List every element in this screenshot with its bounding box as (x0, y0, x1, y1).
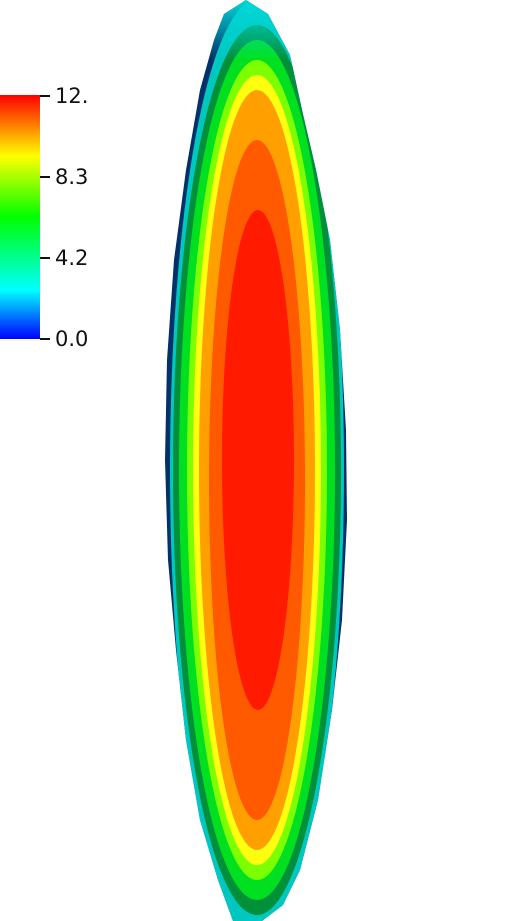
top-cap (200, 0, 310, 60)
colorbar-tick-mark (40, 95, 50, 97)
colorbar-gradient (0, 95, 40, 339)
colorbar-tick-mark (40, 338, 50, 340)
colorbar-tick-mark (40, 176, 50, 178)
colorbar-tick-label: 0.0 (55, 329, 88, 350)
band-red (222, 210, 294, 710)
colorbar-tick-mark (40, 257, 50, 259)
colorbar-tick-label: 12. (55, 86, 88, 107)
colorbar-tick-label: 8.3 (55, 167, 88, 188)
colorbar (0, 95, 40, 339)
colorbar-tick-label: 4.2 (55, 248, 88, 269)
